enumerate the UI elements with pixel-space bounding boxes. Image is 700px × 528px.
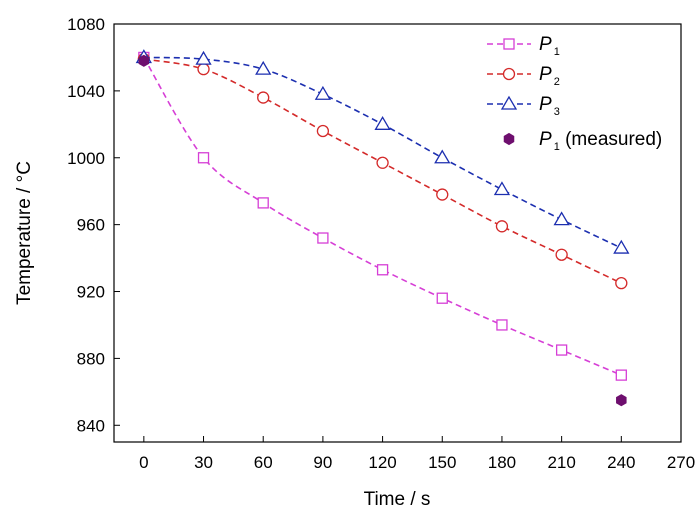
y-axis-title: Temperature / °C (14, 161, 35, 305)
series-line (143, 57, 622, 376)
y-tick-label: 960 (77, 216, 105, 235)
data-point (495, 220, 509, 233)
legend-marker (500, 95, 518, 110)
data-point (197, 62, 210, 76)
data-point (493, 181, 511, 196)
series-3 (138, 54, 627, 407)
legend-marker (503, 38, 515, 50)
data-point (197, 152, 210, 164)
data-point (615, 369, 627, 381)
x-tick-label: 30 (194, 453, 213, 472)
data-point (257, 91, 270, 104)
data-point (255, 60, 272, 75)
x-tick-label: 240 (607, 453, 635, 472)
legend-marker (503, 132, 515, 146)
data-point (555, 344, 568, 356)
data-point (376, 264, 389, 276)
x-tick-label: 0 (139, 453, 148, 472)
series-layer (135, 49, 630, 407)
x-tick-label: 180 (488, 453, 516, 472)
data-point (496, 319, 508, 331)
x-axis-title: Time / s (364, 489, 431, 510)
data-point (555, 248, 568, 261)
plot-frame (113, 23, 682, 443)
legend-marker (502, 67, 516, 81)
data-point (615, 277, 628, 290)
series-line (143, 56, 622, 249)
data-point (316, 124, 330, 138)
x-tick-label: 210 (547, 453, 575, 472)
y-tick-label: 880 (77, 349, 105, 368)
data-point (257, 197, 269, 209)
data-point (613, 239, 630, 254)
data-point (374, 116, 391, 130)
y-tick-label: 1000 (67, 149, 105, 168)
data-point (314, 85, 332, 100)
y-tick-label: 1040 (67, 82, 105, 101)
series-1 (137, 52, 628, 290)
data-point (436, 188, 449, 201)
data-point (553, 211, 570, 226)
data-point (436, 292, 448, 304)
x-tick-label: 270 (667, 453, 695, 472)
legend: P 1 P 2 P 3 P 1 (measured) (487, 34, 662, 153)
data-point (138, 54, 150, 67)
data-point (317, 232, 329, 244)
axis-ticks: 0 30 60 90 120 150 180 210 240 270 840 880 920 960 100… (67, 15, 695, 472)
data-point (616, 394, 627, 407)
x-tick-label: 90 (313, 453, 332, 472)
data-point (434, 149, 451, 164)
x-tick-label: 120 (368, 453, 396, 472)
x-tick-label: 60 (254, 453, 273, 472)
data-point (195, 50, 212, 65)
y-tick-label: 1080 (67, 15, 105, 34)
y-tick-label: 920 (77, 283, 105, 302)
data-point (376, 156, 389, 169)
y-tick-label: 840 (77, 416, 105, 435)
x-tick-label: 150 (428, 453, 456, 472)
